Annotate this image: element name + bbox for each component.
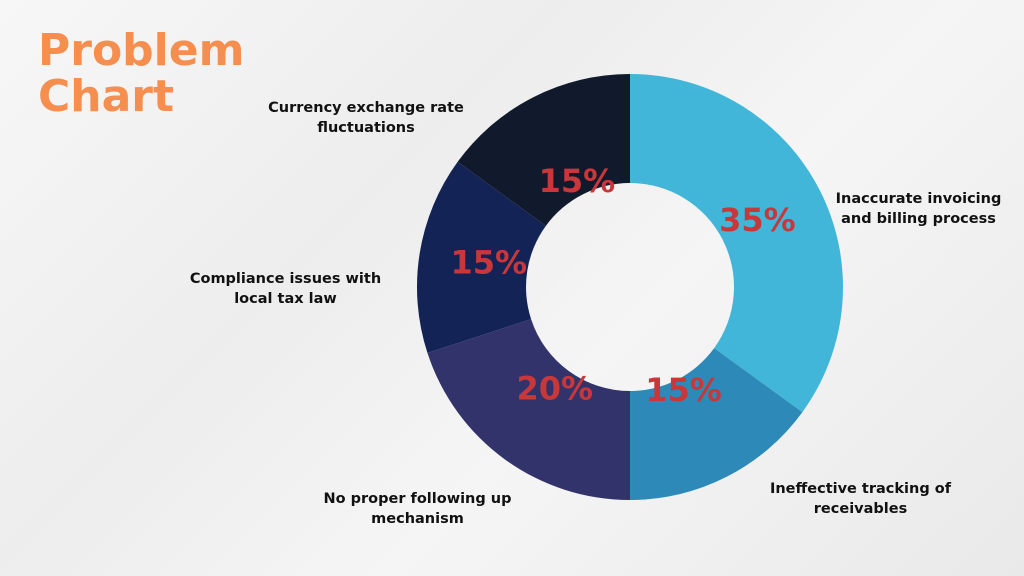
label-line: and billing process [841,211,996,227]
slice-value-label: 20% [516,370,593,408]
donut-slice [457,74,630,226]
label-line: mechanism [371,511,464,527]
donut-slice [416,161,546,353]
label-line: No proper following up [323,491,512,507]
label-line: Inaccurate invoicing [835,191,1002,207]
title-line-1: Problem [38,25,245,76]
label-currency-exchange: Currency exchange rate fluctuations [256,98,476,138]
label-line: local tax law [234,291,337,307]
donut-slice [630,74,843,413]
label-line: Ineffective tracking of [769,481,952,497]
label-line: fluctuations [317,120,415,136]
slice-value-label: 15% [645,371,722,409]
label-compliance-issues: Compliance issues with local tax law [178,269,393,309]
slice-value-label: 35% [719,201,796,239]
donut-slice [630,348,803,500]
label-line: Currency exchange rate [268,100,464,116]
label-ineffective-tracking: Ineffective tracking of receivables [758,479,963,519]
label-inaccurate-invoicing: Inaccurate invoicing and billing process [826,189,1011,229]
label-line: Compliance issues with [189,271,382,287]
label-line: receivables [813,501,908,517]
label-no-proper-following: No proper following up mechanism [310,489,525,529]
title-line-2: Chart [38,71,175,122]
slice-value-label: 15% [539,162,616,200]
donut-slice [427,319,630,500]
page-title: Problem Chart [38,28,244,120]
slice-value-label: 15% [450,244,527,282]
